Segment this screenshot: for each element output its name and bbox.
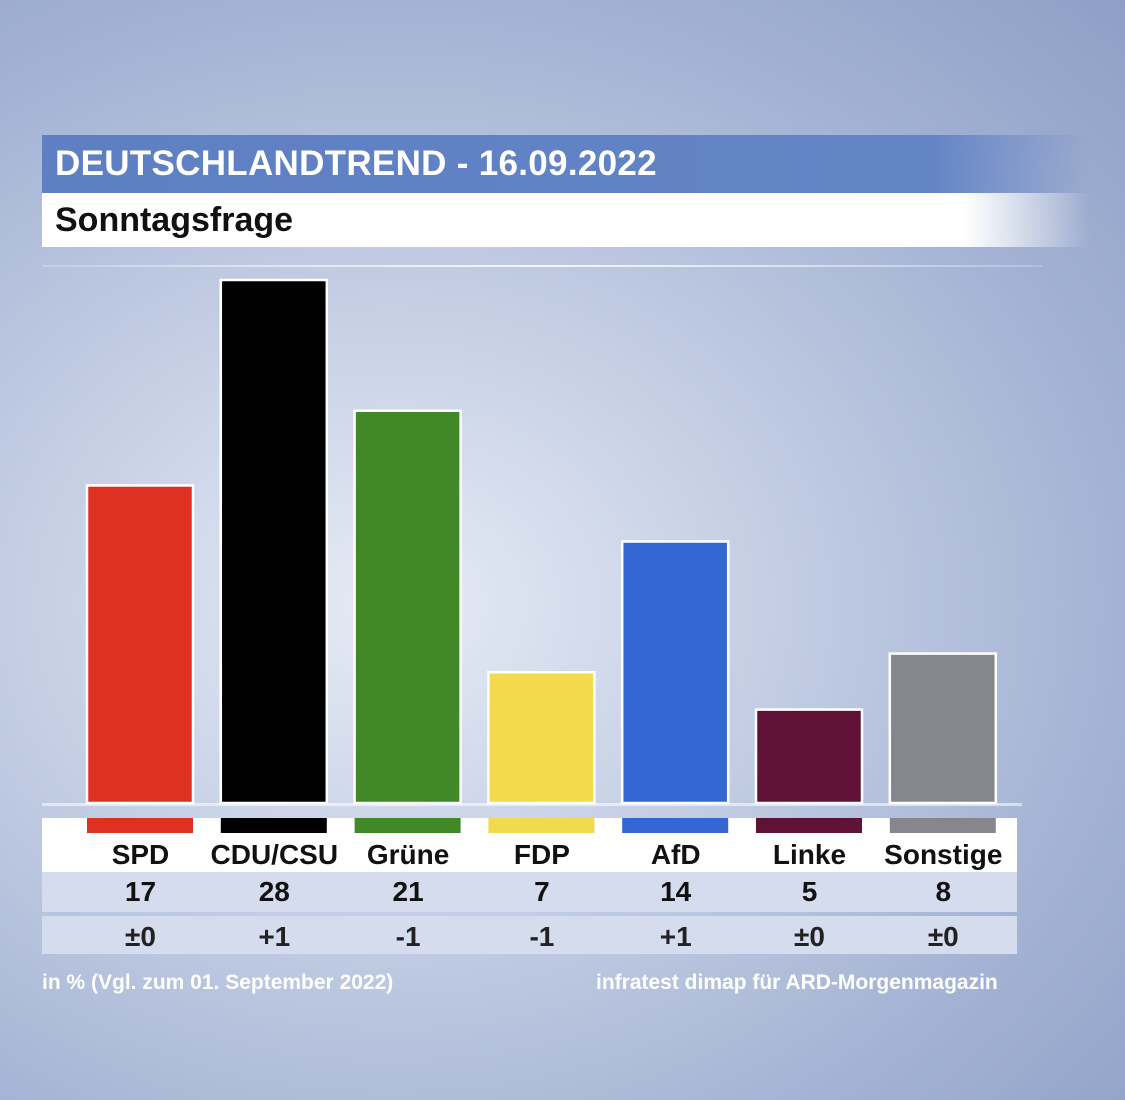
legend-swatch-5 bbox=[756, 818, 862, 833]
value-label-0: 17 bbox=[125, 876, 156, 907]
legend-swatch-0 bbox=[87, 818, 193, 833]
chart-subtitle: Sonntagsfrage bbox=[55, 201, 294, 239]
category-label-5: Linke bbox=[773, 839, 846, 870]
bar-5 bbox=[754, 708, 864, 805]
title-bar: DEUTSCHLANDTREND - 16.09.2022 bbox=[42, 135, 1090, 193]
legend-swatch-3 bbox=[488, 818, 595, 833]
value-label-1: 28 bbox=[259, 876, 290, 907]
chart-title: DEUTSCHLANDTREND - 16.09.2022 bbox=[55, 144, 657, 183]
chart-baseline bbox=[42, 803, 1022, 806]
change-label-5: ±0 bbox=[794, 921, 825, 952]
footer-note: in % (Vgl. zum 01. September 2022) bbox=[42, 971, 394, 994]
bar-1 bbox=[219, 278, 329, 805]
subtitle-bar: Sonntagsfrage bbox=[42, 193, 1090, 247]
category-label-4: AfD bbox=[651, 839, 701, 870]
change-label-6: ±0 bbox=[928, 921, 959, 952]
legend-swatch-2 bbox=[354, 818, 461, 833]
category-label-6: Sonstige bbox=[884, 839, 1002, 870]
bar-4 bbox=[620, 540, 730, 805]
category-label-3: FDP bbox=[514, 839, 570, 870]
change-label-1: +1 bbox=[258, 921, 290, 952]
change-label-3: -1 bbox=[529, 921, 554, 952]
value-label-6: 8 bbox=[936, 876, 952, 907]
footer-source: infratest dimap für ARD-Morgenmagazin bbox=[596, 971, 998, 994]
value-label-3: 7 bbox=[534, 876, 550, 907]
change-label-2: -1 bbox=[396, 921, 421, 952]
legend-swatch-6 bbox=[889, 818, 996, 833]
bar-0 bbox=[85, 484, 195, 805]
legend-swatch-1 bbox=[220, 818, 327, 833]
bar-2 bbox=[353, 409, 462, 805]
category-label-2: Grüne bbox=[367, 839, 449, 870]
category-label-1: CDU/CSU bbox=[211, 839, 339, 870]
change-label-0: ±0 bbox=[125, 921, 156, 952]
value-label-4: 14 bbox=[660, 876, 692, 907]
legend-swatch-4 bbox=[622, 818, 729, 833]
bar-3 bbox=[487, 671, 596, 805]
change-row-bg bbox=[42, 916, 1017, 954]
change-label-4: +1 bbox=[660, 921, 692, 952]
value-row-bg bbox=[42, 872, 1017, 912]
value-label-5: 5 bbox=[802, 876, 818, 907]
value-label-2: 21 bbox=[393, 876, 424, 907]
bar-6 bbox=[888, 652, 998, 805]
category-label-0: SPD bbox=[112, 839, 170, 870]
chart-top-line bbox=[42, 265, 1042, 267]
